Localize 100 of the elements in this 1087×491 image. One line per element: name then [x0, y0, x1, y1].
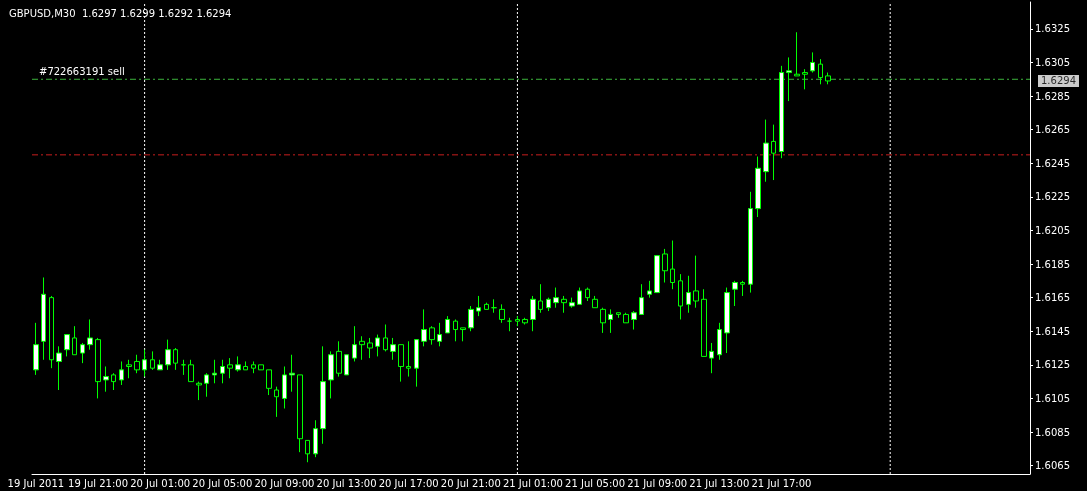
x-tick-label: 20 Jul 13:00	[316, 477, 377, 489]
candlestick	[825, 72, 831, 85]
candlestick	[810, 51, 815, 74]
candlestick	[390, 337, 396, 361]
candlestick	[398, 344, 404, 383]
candlestick	[282, 366, 287, 409]
candlestick	[150, 350, 155, 371]
candlestick	[732, 280, 738, 307]
x-tick-label: 20 Jul 01:00	[130, 477, 191, 489]
y-tick-label: 1.6065	[1035, 460, 1070, 472]
candlestick	[724, 287, 730, 354]
candlestick	[631, 310, 637, 331]
candlestick	[507, 317, 512, 332]
x-tick-label: 20 Jul 09:00	[254, 477, 315, 489]
candlestick	[794, 31, 800, 77]
candlestick	[367, 337, 373, 359]
y-tick-label: 1.6125	[1035, 359, 1070, 371]
candlestick	[686, 275, 691, 314]
candlestick	[320, 345, 326, 445]
candlestick	[499, 303, 505, 324]
candlestick	[134, 354, 140, 374]
candlestick	[763, 119, 769, 183]
candlestick	[196, 381, 202, 401]
candlestick	[119, 360, 124, 386]
candlestick	[313, 419, 318, 458]
y-tick-label: 1.6325	[1035, 23, 1070, 35]
candlestick	[818, 58, 823, 85]
x-tick-label: 20 Jul 21:00	[440, 477, 501, 489]
candlestick	[678, 273, 683, 320]
candlestick	[546, 297, 551, 312]
candlestick	[344, 354, 349, 376]
y-tick-label: 1.6165	[1035, 292, 1070, 304]
candlestick	[437, 322, 442, 347]
x-tick-label: 21 Jul 01:00	[502, 477, 563, 489]
x-tick-label: 21 Jul 05:00	[565, 477, 626, 489]
y-tick-label: 1.6285	[1035, 90, 1070, 102]
candlestick	[755, 156, 761, 218]
candlestick	[41, 276, 46, 361]
candlestick	[460, 327, 466, 342]
candlestick	[491, 298, 497, 314]
candlestick	[553, 287, 559, 309]
candlestick	[693, 255, 699, 309]
candlestick	[305, 439, 310, 463]
y-tick-label: 1.6265	[1035, 124, 1070, 136]
candlestick	[220, 359, 225, 384]
candlestick	[670, 240, 675, 290]
candlestick	[274, 386, 279, 418]
candlestick	[266, 369, 272, 396]
candlestick	[80, 342, 85, 364]
candlestick	[103, 366, 109, 393]
candlestick	[157, 359, 163, 371]
text: GBPUSD,M30 1.6297 1.6299 1.6292 1.6294	[9, 7, 232, 19]
candlestick	[779, 65, 784, 159]
candlestick	[639, 283, 644, 315]
candlestick	[577, 287, 582, 305]
candlestick	[616, 312, 621, 319]
candlestick	[453, 318, 458, 342]
candlestick	[569, 297, 575, 309]
candlestick	[701, 288, 707, 357]
y-tick-label: 1.6205	[1035, 224, 1070, 236]
candlestick	[600, 307, 606, 334]
candlestick	[608, 308, 613, 334]
candlestick	[188, 359, 194, 383]
candlestick	[336, 340, 342, 378]
candlestick	[530, 295, 536, 332]
x-tick-label: 21 Jul 13:00	[689, 477, 750, 489]
candlestick	[352, 325, 357, 362]
candlestick	[538, 283, 543, 314]
candlestick	[802, 68, 808, 90]
candlestick	[468, 305, 474, 332]
candlestick	[181, 359, 186, 376]
candlestick	[740, 280, 745, 297]
candlestick	[414, 339, 419, 388]
candlestick	[33, 322, 39, 376]
candlestick	[623, 312, 629, 324]
candlestick	[786, 56, 792, 102]
candlestick	[328, 350, 334, 399]
candlestick	[126, 359, 132, 379]
candlestick	[95, 337, 101, 399]
candlestick	[49, 295, 54, 369]
candlestick	[429, 325, 435, 346]
candlestick	[243, 360, 248, 371]
candlestick	[476, 295, 481, 317]
x-tick-label: 21 Jul 17:00	[751, 477, 812, 489]
y-tick-label: 1.6105	[1035, 392, 1070, 404]
y-tick-label: 1.6145	[1035, 325, 1070, 337]
candlestick	[421, 308, 427, 347]
candlestick	[289, 354, 295, 393]
candlestick	[771, 124, 776, 181]
y-tick-label: 1.6225	[1035, 191, 1070, 203]
candlestick	[297, 374, 303, 453]
candlestick	[654, 255, 660, 294]
candlestick	[709, 342, 714, 374]
candlestick	[212, 359, 217, 384]
candlestick	[717, 322, 722, 361]
candlestick	[165, 339, 171, 371]
y-tick-label: 1.6185	[1035, 258, 1070, 270]
candlestick	[484, 302, 489, 310]
x-tick-label: 19 Jul 2011	[7, 477, 65, 489]
candlestick	[375, 334, 380, 357]
